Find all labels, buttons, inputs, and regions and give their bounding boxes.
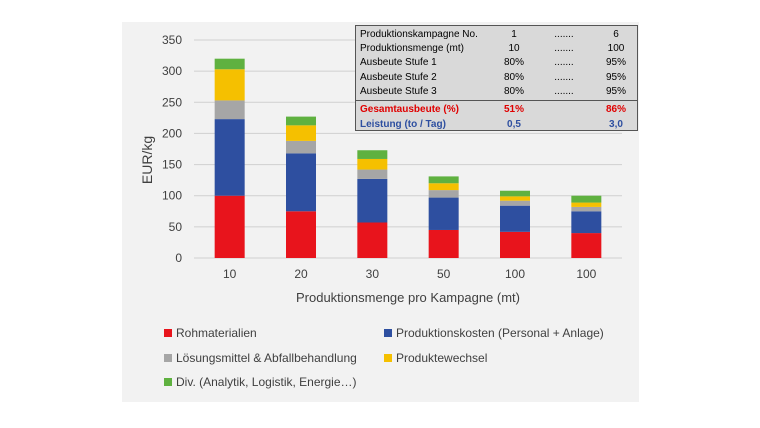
leistung-first: 0,5 (507, 119, 521, 130)
info-dots: ....... (554, 57, 574, 68)
bar-segment (571, 202, 602, 207)
stacked-bar-chart: 0 50 100 150 200 250 300 350 10 20 30 50 100 100 EUR… (139, 33, 622, 305)
gesamt-first: 51% (503, 104, 524, 115)
info-row: Ausbeute Stufe 3 80% ....... 95% (356, 84, 637, 99)
x-tick-label: 10 (223, 267, 237, 281)
bar-segment (357, 222, 388, 258)
bar-segment (214, 119, 245, 196)
legend-label: Div. (Analytik, Logistik, Energie…) (176, 375, 357, 389)
y-tick-label: 0 (175, 251, 182, 265)
bar-segment (357, 150, 388, 159)
x-tick-label: 100 (505, 267, 525, 281)
info-row: Ausbeute Stufe 2 80% ....... 95% (356, 70, 637, 85)
bar-segment (428, 190, 459, 198)
info-row: Produktionsmenge (mt) 10 ....... 100 (356, 41, 637, 56)
gesamtausbeute-row: Gesamtausbeute (%) 51% 86% (356, 102, 637, 117)
info-row: Produktionskampagne No. 1 ....... 6 (356, 27, 637, 42)
info-last: 95% (605, 86, 626, 97)
info-first: 1 (511, 29, 517, 40)
legend-label: Lösungsmittel & Abfallbehandlung (176, 351, 357, 365)
bar-group (214, 58, 602, 258)
bar-segment (357, 169, 388, 179)
bar-segment (428, 197, 459, 230)
bar-segment (214, 69, 245, 101)
y-tick-label: 300 (162, 64, 182, 78)
info-last: 6 (613, 29, 619, 40)
info-first: 80% (503, 86, 524, 97)
legend-label: Produktionskosten (Personal + Anlage) (396, 326, 604, 340)
bar-segment (286, 153, 316, 212)
y-tick-label: 50 (169, 220, 183, 234)
y-tick-label: 250 (162, 95, 182, 109)
x-axis-ticks: 10 20 30 50 100 100 (223, 267, 597, 281)
info-label: Produktionskampagne No. (360, 29, 478, 40)
campaign-info-table: Produktionskampagne No. 1 ....... 6 Prod… (355, 25, 638, 131)
bar-segment (214, 58, 245, 70)
bar-segment (571, 206, 602, 212)
bar-segment (571, 233, 602, 258)
bar-segment (500, 200, 530, 206)
info-last: 100 (607, 43, 625, 54)
info-first: 80% (503, 72, 524, 83)
info-dots: ....... (554, 86, 574, 97)
gesamt-last: 86% (605, 104, 626, 115)
info-row: Ausbeute Stufe 1 80% ....... 95% (356, 55, 637, 70)
bar-segment (500, 190, 530, 197)
legend-label: Rohmaterialien (176, 326, 257, 340)
info-last: 95% (605, 72, 626, 83)
legend-swatch (164, 329, 172, 337)
legend-swatch (384, 354, 392, 362)
bar-segment (428, 176, 459, 184)
info-first: 80% (503, 57, 524, 68)
bar-segment (500, 231, 530, 258)
info-label: Ausbeute Stufe 3 (360, 86, 437, 97)
bar-segment (357, 178, 388, 223)
info-label: Ausbeute Stufe 2 (360, 72, 437, 83)
legend-swatch (164, 378, 172, 386)
gesamt-label: Gesamtausbeute (%) (360, 104, 459, 115)
bar-segment (214, 100, 245, 120)
info-dots: ....... (554, 29, 574, 40)
bar-segment (571, 211, 602, 234)
y-tick-label: 200 (162, 126, 182, 140)
y-tick-label: 150 (162, 158, 182, 172)
legend-swatch (384, 329, 392, 337)
bar-segment (214, 195, 245, 258)
x-axis-label: Produktionsmenge pro Kampagne (mt) (296, 290, 520, 305)
bar-segment (500, 196, 530, 201)
x-tick-label: 100 (576, 267, 596, 281)
bar-segment (428, 183, 459, 191)
y-tick-label: 350 (162, 33, 182, 47)
x-tick-label: 20 (294, 267, 308, 281)
info-separator (356, 100, 637, 101)
y-tick-label: 100 (162, 189, 182, 203)
legend-swatch (164, 354, 172, 362)
bar-segment (286, 211, 316, 258)
bar-segment (571, 195, 602, 203)
info-dots: ....... (554, 72, 574, 83)
leistung-last: 3,0 (609, 119, 623, 130)
leistung-row: Leistung (to / Tag) 0,5 3,0 (356, 117, 637, 132)
info-first: 10 (508, 43, 520, 54)
y-axis-ticks: 0 50 100 150 200 250 300 350 (162, 33, 182, 265)
leistung-label: Leistung (to / Tag) (360, 119, 446, 130)
bar-segment (357, 158, 388, 170)
bar-segment (500, 205, 530, 232)
x-tick-label: 50 (437, 267, 451, 281)
info-label: Produktionsmenge (mt) (360, 43, 464, 54)
y-axis-label: EUR/kg (139, 136, 155, 184)
x-tick-label: 30 (366, 267, 380, 281)
bar-segment (286, 140, 316, 154)
info-last: 95% (605, 57, 626, 68)
bar-segment (286, 125, 316, 141)
bar-segment (286, 116, 316, 126)
legend-label: Produktewechsel (396, 351, 488, 365)
info-dots: ....... (554, 43, 574, 54)
bar-segment (428, 229, 459, 258)
info-label: Ausbeute Stufe 1 (360, 57, 437, 68)
